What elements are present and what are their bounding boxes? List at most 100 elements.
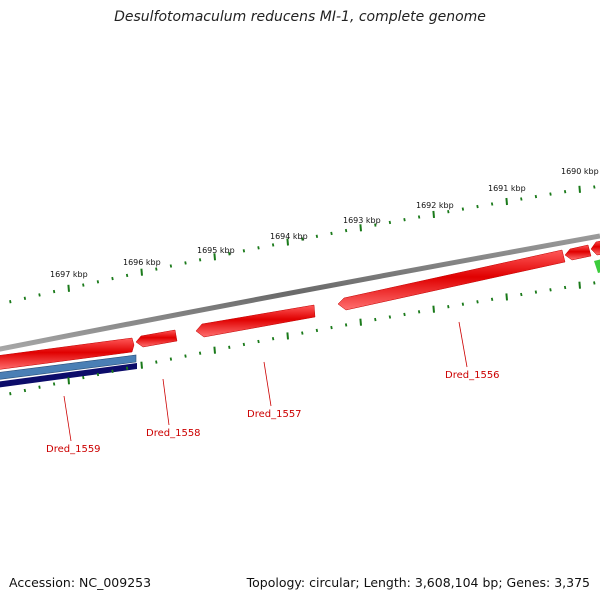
inner-scale-minor-tick <box>228 345 231 349</box>
inner-scale-minor-tick <box>534 290 538 294</box>
gene-arrow-dred-1557[interactable] <box>195 304 316 338</box>
genome-backbone <box>0 233 600 352</box>
outer-scale-minor-tick <box>111 276 114 281</box>
kbp-label-1690: 1690 kbp <box>561 167 599 176</box>
inner-scale-minor-tick <box>96 372 100 377</box>
inner-scale-minor-tick <box>447 305 450 309</box>
outer-scale-minor-tick <box>593 185 596 189</box>
inner-scale-minor-tick <box>461 302 465 306</box>
inner-scale-minor-tick <box>330 325 333 330</box>
leader-line-dred-1559 <box>63 395 72 442</box>
outer-scale-minor-tick <box>549 192 552 196</box>
inner-scale-minor-tick <box>490 297 494 301</box>
accession-text: Accession: NC_009253 <box>9 575 152 590</box>
inner-scale-minor-tick <box>315 328 319 333</box>
gene-label-dred-1558[interactable]: Dred_1558 <box>146 428 201 439</box>
inner-scale-minor-tick <box>52 382 56 386</box>
kbp-label-1696: 1696 kbp <box>123 258 161 267</box>
outer-scale-minor-tick <box>301 237 304 241</box>
outer-scale-minor-tick <box>257 246 260 250</box>
outer-scale-minor-tick <box>82 283 85 287</box>
outer-scale-major-tick <box>286 238 289 246</box>
inner-scale-minor-tick <box>549 288 552 292</box>
inner-scale-minor-tick <box>593 281 596 285</box>
outer-scale-minor-tick <box>534 194 538 199</box>
blue-track-light[interactable] <box>0 354 137 380</box>
gene-arrow-small[interactable] <box>564 244 592 261</box>
gene-label-dred-1559[interactable]: Dred_1559 <box>46 444 101 455</box>
outer-scale-minor-tick <box>169 264 173 268</box>
outer-scale-major-tick <box>505 197 508 206</box>
outer-scale-minor-tick <box>403 218 406 222</box>
inner-scale-minor-tick <box>563 285 567 290</box>
gene-label-dred-1556[interactable]: Dred_1556 <box>445 370 500 381</box>
inner-scale-minor-tick <box>301 331 304 335</box>
inner-scale-major-tick <box>286 332 289 340</box>
scale-ticks-outer <box>9 185 596 304</box>
inner-scale-minor-tick <box>271 337 275 341</box>
outer-scale-minor-tick <box>461 207 465 211</box>
inner-scale-minor-tick <box>344 323 348 327</box>
inner-scale-minor-tick <box>198 351 202 355</box>
kbp-label-1693: 1693 kbp <box>343 216 381 225</box>
inner-scale-minor-tick <box>403 312 406 317</box>
outer-scale-minor-tick <box>344 228 348 233</box>
green-feature[interactable] <box>594 259 600 273</box>
outer-scale-major-tick <box>213 253 216 261</box>
outer-scale-minor-tick <box>96 280 100 284</box>
map-title: Desulfotomaculum reducens MI-1, complete… <box>114 9 486 25</box>
outer-scale-minor-tick <box>330 231 333 236</box>
outer-scale-minor-tick <box>52 289 56 294</box>
outer-scale-minor-tick <box>520 197 523 201</box>
inner-scale-major-tick <box>505 293 508 301</box>
leader-line-dred-1557 <box>263 361 272 407</box>
outer-scale-minor-tick <box>563 190 567 194</box>
outer-scale-minor-tick <box>38 293 41 297</box>
blue-track-dark[interactable] <box>0 363 137 388</box>
blue-tracks <box>0 354 137 388</box>
inner-scale-minor-tick <box>388 315 392 319</box>
inner-scale-minor-tick <box>257 339 260 344</box>
inner-scale-major-tick <box>140 361 143 369</box>
outer-scale-minor-tick <box>198 258 202 262</box>
inner-scale-minor-tick <box>9 392 12 396</box>
outer-scale-major-tick <box>67 284 70 292</box>
outer-scale-minor-tick <box>125 273 129 278</box>
inner-scale-minor-tick <box>242 342 246 347</box>
inner-scale-minor-tick <box>520 292 523 297</box>
outer-scale-minor-tick <box>271 243 275 247</box>
outer-scale-minor-tick <box>417 215 421 219</box>
inner-scale-minor-tick <box>111 369 114 373</box>
gene-arrow-dred-1558[interactable] <box>135 329 178 348</box>
inner-scale-major-tick <box>578 281 581 289</box>
leader-line-dred-1556 <box>458 321 468 368</box>
outer-scale-minor-tick <box>374 223 377 227</box>
kbp-label-1691: 1691 kbp <box>488 184 526 193</box>
inner-scale-major-tick <box>213 346 216 354</box>
outer-scale-minor-tick <box>490 202 494 206</box>
inner-scale-minor-tick <box>38 385 41 389</box>
outer-scale-minor-tick <box>315 234 319 238</box>
kbp-label-1697: 1697 kbp <box>50 270 88 279</box>
gene-arrow-dred-1559[interactable] <box>0 337 135 370</box>
kbp-label-1694: 1694 kbp <box>270 232 308 241</box>
gene-arrow-edge[interactable] <box>590 240 600 256</box>
outer-scale-major-tick <box>140 268 143 276</box>
outer-scale-minor-tick <box>388 220 392 225</box>
outer-scale-minor-tick <box>476 204 479 209</box>
inner-scale-minor-tick <box>184 354 187 358</box>
scale-ticks-inner <box>9 281 596 396</box>
gene-arrow-dred-1556[interactable] <box>337 249 566 311</box>
outer-scale-major-tick <box>578 185 581 193</box>
inner-scale-minor-tick <box>374 317 377 322</box>
inner-scale-minor-tick <box>169 357 173 361</box>
inner-scale-minor-tick <box>417 310 421 314</box>
inner-scale-major-tick <box>359 318 362 326</box>
gene-label-dred-1557[interactable]: Dred_1557 <box>247 409 302 420</box>
kbp-labels: 1697 kbp 1696 kbp 1695 kbp 1694 kbp 1693… <box>50 167 599 279</box>
outer-scale-minor-tick <box>23 296 27 300</box>
gene-labels: Dred_1559 Dred_1558 Dred_1557 Dred_1556 <box>46 321 500 455</box>
outer-scale-major-tick <box>432 210 435 218</box>
